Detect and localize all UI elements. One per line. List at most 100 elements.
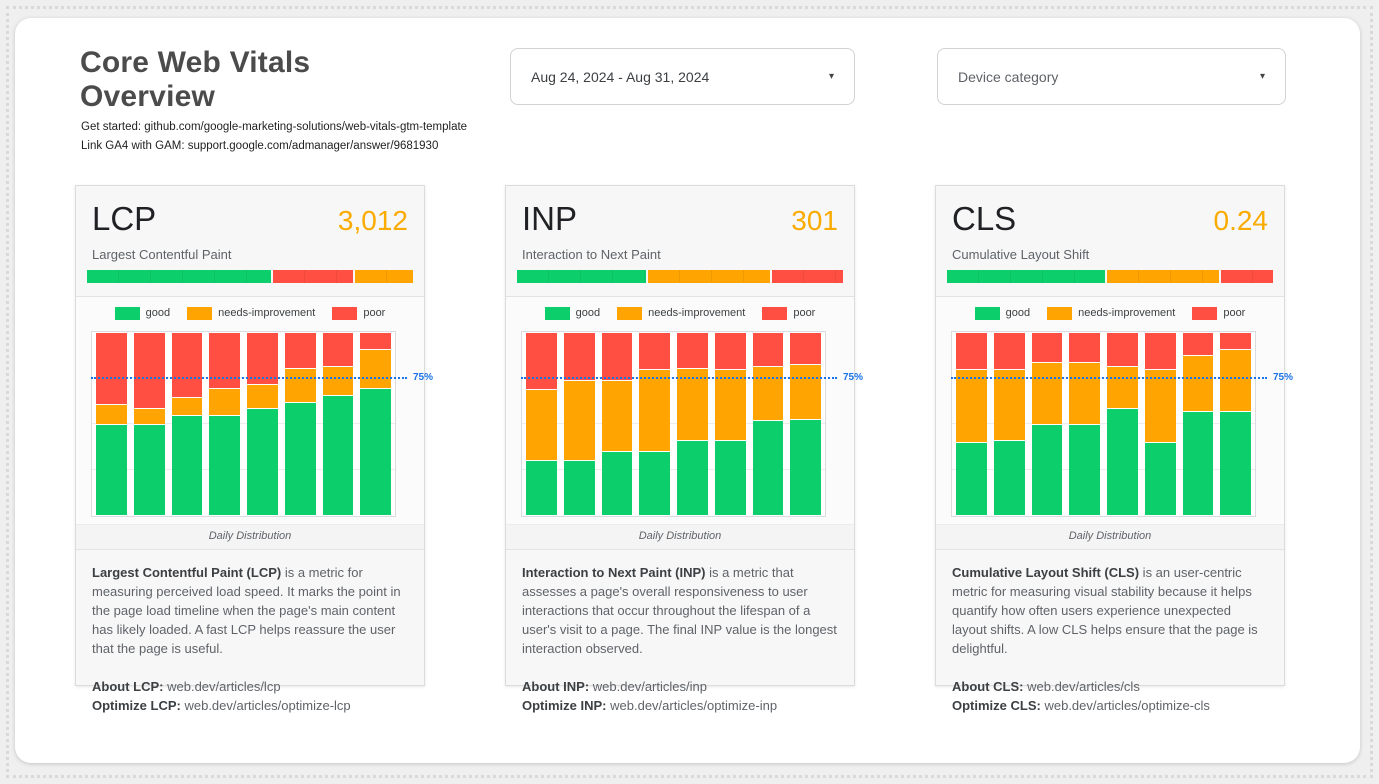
link-ga4-gam-link[interactable]: Link GA4 with GAM: support.google.com/ad… xyxy=(81,140,439,152)
reference-line-label: 75% xyxy=(412,371,433,383)
bar-day-2[interactable] xyxy=(563,333,595,515)
distribution-gauge xyxy=(87,270,413,283)
optimize-label: Optimize INP: xyxy=(522,698,607,713)
date-range-control[interactable]: Aug 24, 2024 - Aug 31, 2024 ▾ xyxy=(510,48,855,105)
bar-segment-poor xyxy=(1031,333,1063,363)
bar-day-4[interactable] xyxy=(209,333,240,515)
description-text: is an user-centric metric for measuring … xyxy=(952,565,1258,656)
legend-item-poor[interactable]: poor xyxy=(762,306,815,320)
bar-day-3[interactable] xyxy=(1031,333,1063,515)
bar-day-2[interactable] xyxy=(993,333,1025,515)
bar-day-7[interactable] xyxy=(322,333,354,515)
bar-day-5[interactable] xyxy=(1107,333,1138,515)
legend-item-good[interactable]: good xyxy=(114,306,170,320)
bar-segment-poor xyxy=(322,333,354,366)
get-started-link[interactable]: Get started: github.com/google-marketing… xyxy=(81,121,468,133)
card-header: INP 301 Interaction to Next Paint xyxy=(506,186,854,296)
distribution-gauge xyxy=(517,270,843,283)
bar-segment-poor xyxy=(639,333,670,370)
legend-item-poor[interactable]: poor xyxy=(1192,306,1245,320)
about-url[interactable]: web.dev/articles/inp xyxy=(592,679,707,694)
description-text: is a metric that assesses a page's overa… xyxy=(522,565,837,656)
bar-segment-poor xyxy=(171,333,203,397)
bar-day-1[interactable] xyxy=(956,333,987,515)
bar-day-7[interactable] xyxy=(1182,333,1214,515)
metric-value: 301 xyxy=(791,205,838,236)
chart-legend: good needs-improvement poor xyxy=(506,302,854,324)
bar-day-6[interactable] xyxy=(714,333,746,515)
bar-day-8[interactable] xyxy=(790,333,821,515)
plot-background xyxy=(521,331,826,517)
legend-swatch-icon xyxy=(762,306,788,320)
bar-day-3[interactable] xyxy=(601,333,633,515)
metric-subtitle: Interaction to Next Paint xyxy=(522,247,661,262)
about-url[interactable]: web.dev/articles/cls xyxy=(1027,679,1140,694)
bars-group xyxy=(953,333,1254,515)
bar-segment-needs-improvement xyxy=(322,365,354,395)
bar-day-5[interactable] xyxy=(247,333,278,515)
optimize-label: Optimize CLS: xyxy=(952,698,1041,713)
legend-item-needs-improvement[interactable]: needs-improvement xyxy=(187,306,316,320)
legend-item-needs-improvement[interactable]: needs-improvement xyxy=(617,306,745,320)
gridline-25 xyxy=(952,469,1255,470)
bar-day-8[interactable] xyxy=(360,333,391,515)
bar-segment-needs-improvement xyxy=(360,349,391,388)
legend-item-good[interactable]: good xyxy=(544,306,600,320)
metric-cards: LCP 3,012 Largest Contentful Paint good n… xyxy=(75,185,1293,713)
optimize-url[interactable]: web.dev/articles/optimize-inp xyxy=(610,698,778,713)
gridline-50 xyxy=(952,423,1255,424)
chart-caption: Daily Distribution xyxy=(506,524,854,549)
bar-day-4[interactable] xyxy=(639,333,670,515)
bar-day-2[interactable] xyxy=(133,333,165,515)
chevron-down-icon: ▾ xyxy=(1259,71,1265,82)
bar-day-3[interactable] xyxy=(171,333,203,515)
chevron-down-icon: ▾ xyxy=(828,71,834,82)
bar-segment-poor xyxy=(526,333,557,390)
bar-day-8[interactable] xyxy=(1220,333,1251,515)
plot-area: 75% xyxy=(91,331,433,517)
reference-line-75: 75% xyxy=(91,372,433,383)
bar-segment-good xyxy=(993,440,1025,515)
bar-day-7[interactable] xyxy=(752,333,784,515)
bar-day-6[interactable] xyxy=(284,333,316,515)
metric-subtitle: Cumulative Layout Shift xyxy=(952,247,1090,262)
device-category-control[interactable]: Device category ▾ xyxy=(937,48,1286,105)
gauge-segment-poor xyxy=(1221,270,1273,283)
metric-name: CLS xyxy=(952,200,1017,237)
bar-day-5[interactable] xyxy=(677,333,708,515)
description-bold: Interaction to Next Paint (INP) xyxy=(522,565,706,580)
about-line: About INP: web.dev/articles/inp xyxy=(522,677,838,696)
gridline-50 xyxy=(92,423,395,424)
bar-segment-poor xyxy=(247,333,278,384)
optimize-label: Optimize LCP: xyxy=(92,698,181,713)
legend-swatch-icon xyxy=(114,306,140,320)
bar-day-4[interactable] xyxy=(1069,333,1100,515)
bar-segment-good xyxy=(1182,411,1214,515)
bar-segment-good xyxy=(639,451,670,515)
bar-segment-poor xyxy=(790,333,821,364)
bar-segment-good xyxy=(247,407,278,515)
chart-legend: good needs-improvement poor xyxy=(76,302,424,324)
bar-segment-good xyxy=(563,460,595,515)
optimize-url[interactable]: web.dev/articles/optimize-cls xyxy=(1044,698,1210,713)
about-url[interactable]: web.dev/articles/lcp xyxy=(167,679,281,694)
bar-segment-needs-improvement xyxy=(563,380,595,461)
bar-segment-good xyxy=(956,442,987,515)
bar-segment-good xyxy=(1031,424,1063,515)
bar-segment-needs-improvement xyxy=(714,369,746,441)
legend-item-poor[interactable]: poor xyxy=(332,306,385,320)
card-header: CLS 0.24 Cumulative Layout Shift xyxy=(936,186,1284,296)
legend-item-good[interactable]: good xyxy=(974,306,1030,320)
legend-label: needs-improvement xyxy=(218,307,316,319)
bar-segment-good xyxy=(601,451,633,515)
legend-item-needs-improvement[interactable]: needs-improvement xyxy=(1047,306,1175,320)
legend-swatch-icon xyxy=(974,306,1000,320)
bar-day-1[interactable] xyxy=(96,333,127,515)
chart-caption: Daily Distribution xyxy=(936,524,1284,549)
bar-segment-poor xyxy=(677,333,708,368)
metric-card: LCP 3,012 Largest Contentful Paint good n… xyxy=(75,185,433,713)
optimize-url[interactable]: web.dev/articles/optimize-lcp xyxy=(184,698,351,713)
bar-day-1[interactable] xyxy=(526,333,557,515)
metric-description: Interaction to Next Paint (INP) is a met… xyxy=(506,550,854,727)
bar-day-6[interactable] xyxy=(1144,333,1176,515)
